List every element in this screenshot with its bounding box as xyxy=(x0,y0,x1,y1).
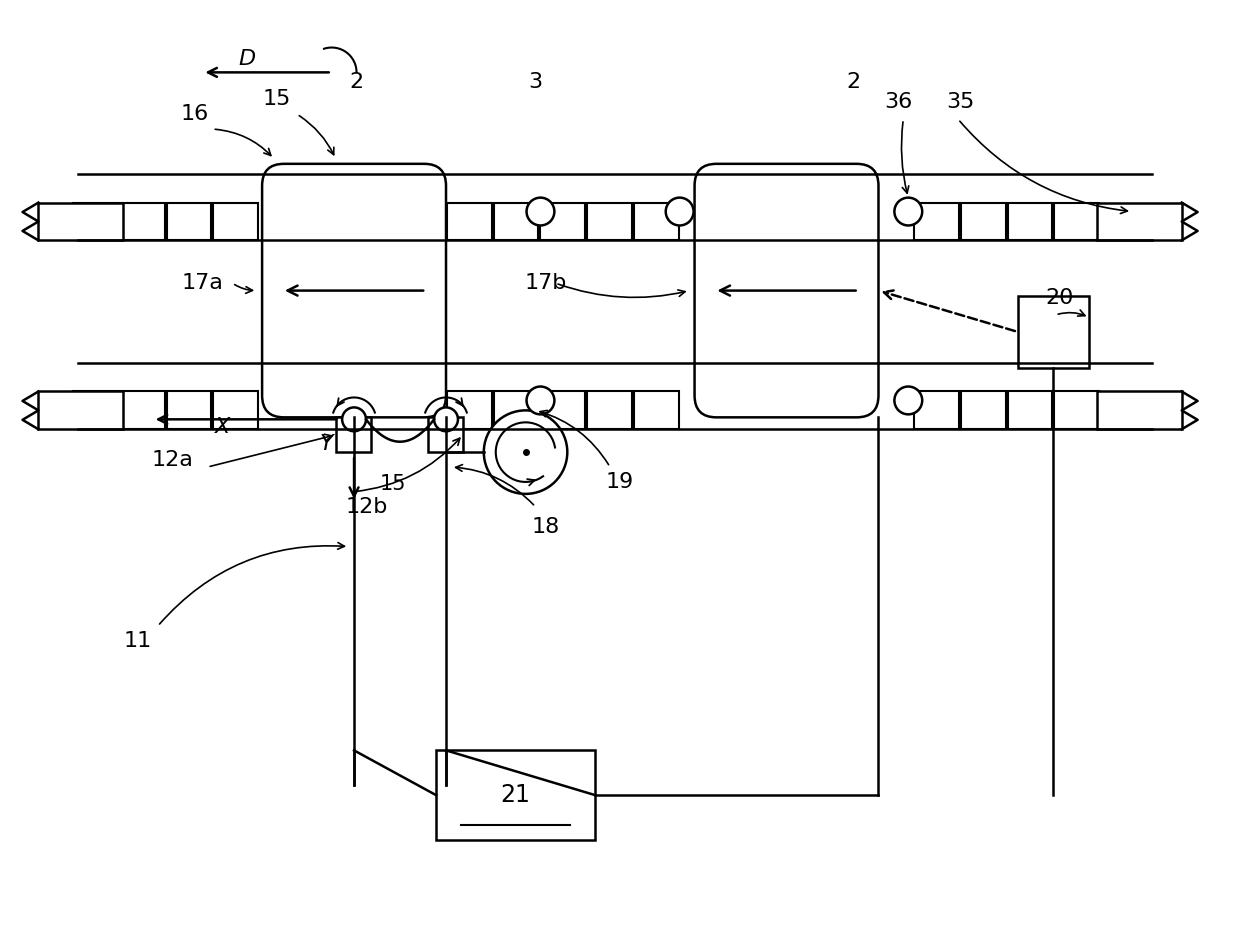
Text: 15: 15 xyxy=(381,474,407,494)
Text: 20: 20 xyxy=(1045,288,1074,308)
Bar xyxy=(38,203,123,241)
Text: 36: 36 xyxy=(884,92,913,112)
Bar xyxy=(634,203,678,241)
Bar xyxy=(1097,391,1182,429)
Text: 18: 18 xyxy=(531,517,559,537)
Text: 17a: 17a xyxy=(181,273,223,293)
Bar xyxy=(494,203,538,241)
Bar xyxy=(166,203,211,241)
Bar xyxy=(120,203,165,241)
Bar xyxy=(446,203,492,241)
Text: 2: 2 xyxy=(350,72,363,92)
Bar xyxy=(428,417,463,452)
Text: 15: 15 xyxy=(263,89,291,109)
Text: 12b: 12b xyxy=(345,497,388,517)
Circle shape xyxy=(342,407,366,431)
Text: 21: 21 xyxy=(501,783,531,807)
Text: Y: Y xyxy=(320,434,334,454)
Text: 11: 11 xyxy=(124,631,153,651)
Text: D: D xyxy=(238,50,255,69)
Bar xyxy=(588,391,632,429)
Bar xyxy=(494,391,538,429)
Bar xyxy=(336,417,371,452)
Bar xyxy=(1018,296,1089,367)
Bar xyxy=(1097,203,1182,241)
Bar xyxy=(914,391,959,429)
Bar xyxy=(213,391,258,429)
Bar xyxy=(213,203,258,241)
Circle shape xyxy=(484,410,568,494)
Circle shape xyxy=(666,198,693,226)
Bar xyxy=(73,203,118,241)
Bar xyxy=(541,203,585,241)
Bar xyxy=(541,391,585,429)
Text: X: X xyxy=(215,417,229,437)
Text: 19: 19 xyxy=(606,472,634,492)
Bar xyxy=(961,391,1006,429)
Bar xyxy=(120,391,165,429)
Text: 16: 16 xyxy=(180,104,208,124)
Bar xyxy=(588,203,632,241)
Bar xyxy=(1008,203,1053,241)
Bar xyxy=(1008,391,1053,429)
Circle shape xyxy=(527,198,554,226)
FancyBboxPatch shape xyxy=(694,164,878,417)
Text: 17b: 17b xyxy=(525,273,567,293)
Circle shape xyxy=(434,407,458,431)
Circle shape xyxy=(894,387,923,414)
Text: 2: 2 xyxy=(847,72,861,92)
Circle shape xyxy=(527,387,554,414)
Bar xyxy=(914,203,959,241)
Circle shape xyxy=(894,198,923,226)
Bar xyxy=(1054,391,1099,429)
Bar xyxy=(1054,203,1099,241)
Bar xyxy=(634,391,678,429)
Bar xyxy=(38,391,123,429)
Bar xyxy=(961,203,1006,241)
Bar xyxy=(446,391,492,429)
FancyBboxPatch shape xyxy=(262,164,446,417)
Bar xyxy=(166,391,211,429)
Text: 12a: 12a xyxy=(151,450,193,470)
Text: 35: 35 xyxy=(946,92,975,112)
Text: 3: 3 xyxy=(528,72,543,92)
Bar xyxy=(436,750,595,840)
Bar xyxy=(73,391,118,429)
